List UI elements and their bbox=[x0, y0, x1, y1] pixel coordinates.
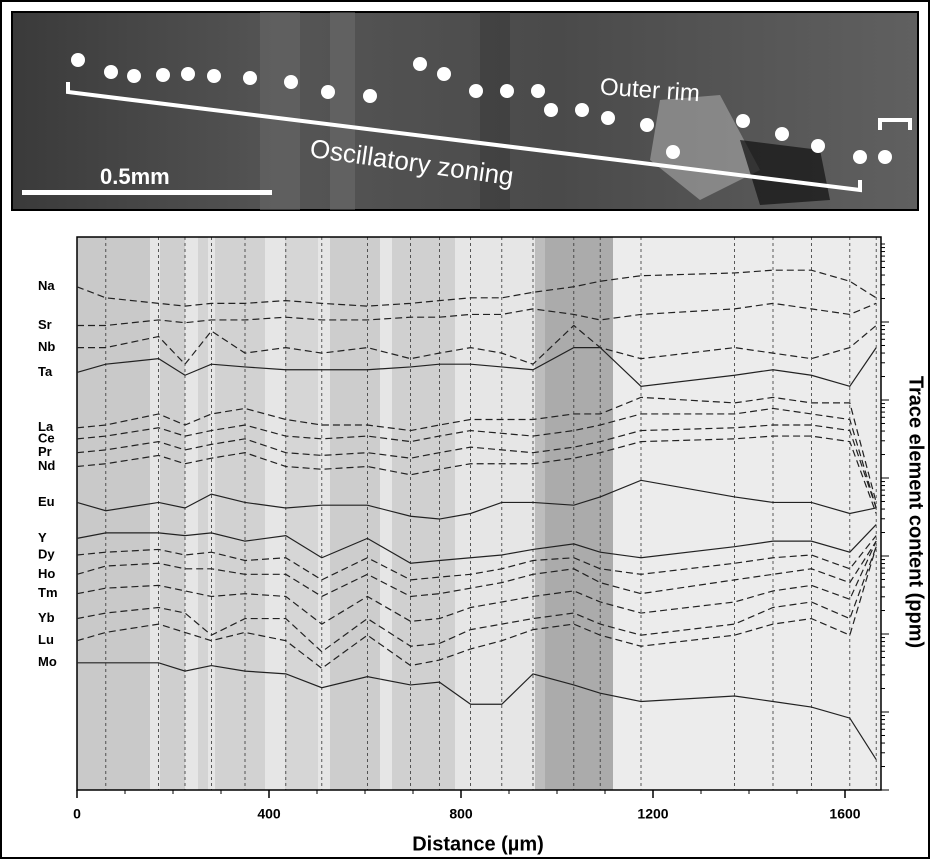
spot bbox=[544, 103, 558, 117]
series-line bbox=[76, 396, 877, 503]
zone-band bbox=[535, 237, 545, 790]
series-line bbox=[76, 540, 877, 625]
analysis-spots bbox=[71, 53, 892, 164]
spot bbox=[207, 69, 221, 83]
spot bbox=[531, 84, 545, 98]
series-label: Nd bbox=[38, 458, 55, 473]
series-line bbox=[76, 524, 877, 564]
spot bbox=[127, 69, 141, 83]
spot bbox=[775, 127, 789, 141]
scale-bar bbox=[22, 190, 272, 195]
series-label: Na bbox=[38, 278, 55, 293]
zone-band bbox=[330, 237, 380, 790]
series-line bbox=[76, 546, 877, 653]
spot bbox=[575, 103, 589, 117]
series-line bbox=[76, 407, 877, 509]
series-label: Eu bbox=[38, 494, 55, 509]
plot-frame bbox=[76, 236, 882, 791]
series-label: La bbox=[38, 419, 54, 434]
spot bbox=[640, 118, 654, 132]
spot bbox=[104, 65, 118, 79]
spot bbox=[853, 150, 867, 164]
zone-band bbox=[160, 237, 185, 790]
zone-band bbox=[77, 237, 150, 790]
x-tick-label: 800 bbox=[449, 806, 473, 822]
spot bbox=[437, 67, 451, 81]
x-tick-label: 1600 bbox=[829, 806, 860, 822]
series-label: Sr bbox=[38, 317, 52, 332]
spot bbox=[601, 111, 615, 125]
zone-band bbox=[392, 237, 455, 790]
series-label: Mo bbox=[38, 654, 57, 669]
series-line bbox=[76, 546, 877, 670]
micrograph-texture bbox=[260, 12, 830, 210]
x-tick-label: 0 bbox=[73, 806, 81, 822]
spot bbox=[878, 150, 892, 164]
zone-band bbox=[198, 237, 208, 790]
zone-band bbox=[545, 237, 613, 790]
series-label: Yb bbox=[38, 610, 55, 625]
series-label: Nb bbox=[38, 339, 55, 354]
series-line bbox=[77, 662, 877, 760]
series-line bbox=[76, 540, 877, 598]
spot bbox=[500, 84, 514, 98]
series-label: Ce bbox=[38, 430, 55, 445]
spot bbox=[413, 57, 427, 71]
spot bbox=[284, 75, 298, 89]
series-label: Ta bbox=[38, 364, 53, 379]
spot bbox=[736, 114, 750, 128]
zone-band bbox=[613, 237, 880, 790]
series-line bbox=[76, 435, 877, 514]
spot bbox=[363, 89, 377, 103]
annotation: 0.5mm bbox=[100, 164, 170, 189]
x-axis-title: Distance (µm) bbox=[412, 833, 544, 855]
zoning-bracket bbox=[66, 82, 862, 193]
spot bbox=[243, 71, 257, 85]
zone-band bbox=[285, 237, 318, 790]
series-label: Dy bbox=[38, 546, 55, 561]
y-axis-title: Trace element content (ppm) bbox=[905, 376, 927, 648]
spot bbox=[181, 67, 195, 81]
zone-band bbox=[215, 237, 265, 790]
rim-bracket bbox=[878, 118, 912, 130]
series-label: Pr bbox=[38, 444, 52, 459]
series-line bbox=[76, 347, 877, 388]
x-tick-label: 400 bbox=[257, 806, 281, 822]
spot bbox=[811, 139, 825, 153]
series-line bbox=[76, 269, 877, 307]
series-line bbox=[76, 424, 877, 509]
spot bbox=[156, 68, 170, 82]
x-tick-label: 1200 bbox=[637, 806, 668, 822]
spot bbox=[321, 85, 335, 99]
series-label: Lu bbox=[38, 632, 54, 647]
series-line bbox=[76, 535, 877, 581]
series-label: Y bbox=[38, 530, 47, 545]
series-line bbox=[77, 302, 877, 327]
series-label: Ho bbox=[38, 566, 55, 581]
spot bbox=[666, 145, 680, 159]
spot bbox=[71, 53, 85, 67]
series-line bbox=[76, 479, 877, 520]
spot bbox=[469, 84, 483, 98]
series-label: Tm bbox=[38, 585, 58, 600]
